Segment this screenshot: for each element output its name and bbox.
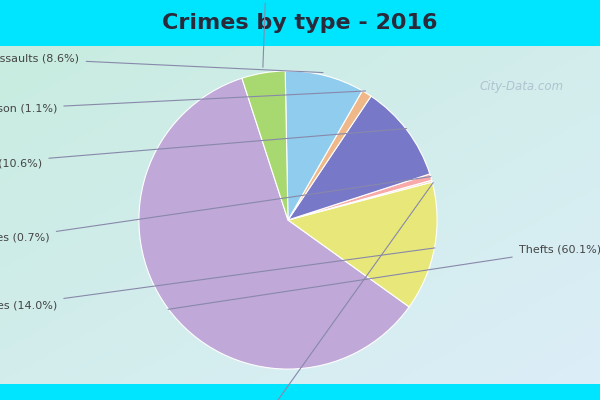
Text: Crimes by type - 2016: Crimes by type - 2016 xyxy=(162,13,438,33)
Text: Murders (0.2%): Murders (0.2%) xyxy=(200,182,433,400)
Wedge shape xyxy=(285,71,362,220)
Text: Burglaries (14.0%): Burglaries (14.0%) xyxy=(0,248,435,312)
Text: City-Data.com: City-Data.com xyxy=(480,80,564,93)
Wedge shape xyxy=(288,180,432,220)
Text: Thefts (60.1%): Thefts (60.1%) xyxy=(168,245,600,309)
Text: Auto thefts (10.6%): Auto thefts (10.6%) xyxy=(0,128,407,168)
Text: Robberies (4.7%): Robberies (4.7%) xyxy=(218,0,314,67)
Bar xyxy=(0,384,600,400)
Wedge shape xyxy=(288,174,431,220)
Text: Assaults (8.6%): Assaults (8.6%) xyxy=(0,54,323,72)
Wedge shape xyxy=(242,71,288,220)
Bar xyxy=(0,0,600,46)
Wedge shape xyxy=(288,182,437,307)
Wedge shape xyxy=(288,96,430,220)
Text: Arson (1.1%): Arson (1.1%) xyxy=(0,91,365,113)
Text: Rapes (0.7%): Rapes (0.7%) xyxy=(0,177,431,243)
Wedge shape xyxy=(139,78,409,369)
Wedge shape xyxy=(288,91,371,220)
